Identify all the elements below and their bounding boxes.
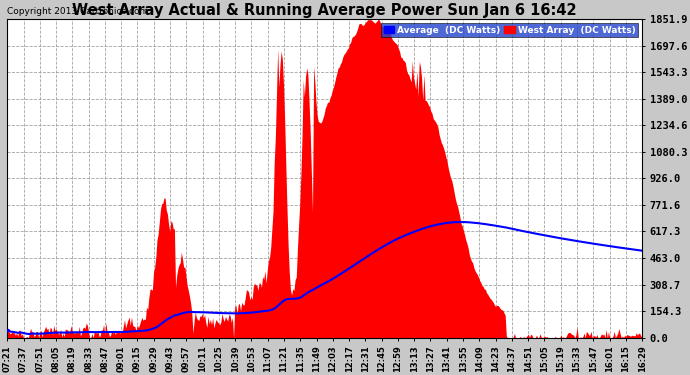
- Text: Copyright 2013 Cartronics.com: Copyright 2013 Cartronics.com: [8, 7, 148, 16]
- Title: West Array Actual & Running Average Power Sun Jan 6 16:42: West Array Actual & Running Average Powe…: [72, 3, 577, 18]
- Legend: Average  (DC Watts), West Array  (DC Watts): Average (DC Watts), West Array (DC Watts…: [382, 24, 638, 37]
